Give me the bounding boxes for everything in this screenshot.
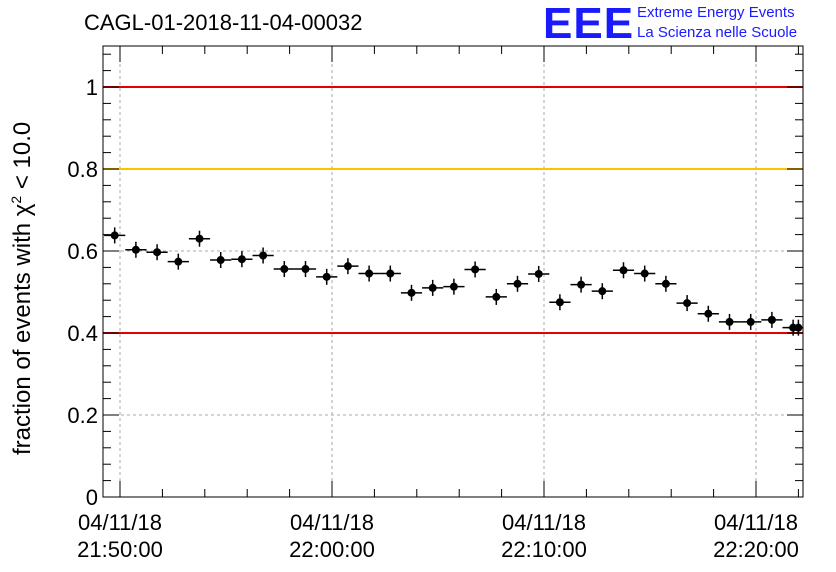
data-marker [577, 280, 586, 289]
data-point [358, 265, 380, 282]
data-point [167, 253, 189, 270]
data-point [422, 279, 444, 296]
data-point [549, 294, 571, 311]
data-marker [386, 269, 395, 278]
y-tick-label: 0 [86, 485, 98, 510]
data-marker [237, 255, 246, 264]
data-marker [661, 279, 670, 288]
data-marker [407, 288, 416, 297]
data-marker [492, 292, 501, 301]
data-marker [449, 282, 458, 291]
x-tick-time-label: 22:10:00 [501, 537, 587, 562]
data-marker [725, 317, 734, 326]
x-tick-time-label: 21:50:00 [77, 537, 163, 562]
x-tick-date-label: 04/11/18 [290, 510, 374, 535]
data-point [104, 227, 126, 244]
data-point [761, 311, 783, 328]
data-marker [280, 265, 289, 274]
data-marker [322, 272, 331, 281]
plot-frame [102, 45, 804, 498]
y-axis-label-prefix: fraction of events with [9, 216, 36, 455]
run-title: CAGL-01-2018-11-04-00032 [84, 10, 363, 35]
x-axis-ticks: 04/11/1821:50:0004/11/1822:00:0004/11/18… [77, 46, 799, 562]
data-marker [343, 262, 352, 271]
data-point [718, 313, 741, 330]
data-marker [555, 298, 564, 307]
data-marker [640, 269, 649, 278]
data-point [655, 275, 677, 292]
y-axis-label: fraction of events with χ2 < 10.0 [8, 122, 37, 455]
data-point [612, 262, 635, 279]
y-axis-label-symbol: χ [9, 203, 36, 217]
data-point [316, 268, 338, 285]
y-tick-label: 0.2 [67, 403, 98, 428]
y-tick-label: 0.8 [67, 157, 98, 182]
data-point [188, 230, 211, 247]
data-marker [471, 265, 480, 274]
data-point [210, 252, 232, 269]
x-tick-time-label: 22:00:00 [289, 537, 375, 562]
data-marker [598, 287, 607, 296]
data-point [337, 258, 359, 275]
data-marker [216, 256, 225, 265]
data-marker [683, 299, 692, 308]
data-point [787, 319, 803, 336]
data-point [294, 261, 317, 278]
y-axis-ticks: 0 0.2 0.4 0.6 0.8 1 [67, 53, 803, 510]
data-marker [767, 315, 776, 324]
data-point [146, 244, 168, 261]
data-marker [195, 234, 204, 243]
data-marker [794, 323, 803, 332]
data-points [104, 227, 803, 336]
data-point [443, 278, 465, 295]
data-point [252, 247, 274, 264]
data-marker [365, 269, 374, 278]
data-point [740, 313, 762, 330]
data-point [485, 288, 507, 305]
data-point [697, 305, 719, 322]
data-point [231, 251, 253, 268]
x-tick-time-label: 22:20:00 [713, 537, 799, 562]
data-point [125, 241, 147, 258]
data-point [676, 295, 698, 312]
eee-logo: EEE [543, 0, 635, 48]
data-point [464, 261, 486, 278]
data-marker [110, 231, 119, 240]
data-marker [131, 245, 140, 254]
reference-lines [103, 86, 803, 334]
y-axis-label-suffix: < 10.0 [9, 121, 36, 196]
grid-lines [103, 46, 803, 497]
data-marker [534, 269, 543, 278]
y-axis-label-sup: 2 [8, 195, 24, 204]
data-point [506, 275, 529, 292]
data-point [273, 261, 295, 278]
data-point [570, 276, 592, 293]
logo-line-1: Extreme Energy Events [637, 4, 795, 21]
data-marker [301, 265, 310, 274]
data-marker [174, 257, 183, 266]
y-tick-label: 0.6 [67, 239, 98, 264]
x-tick-date-label: 04/11/18 [502, 510, 586, 535]
data-point [379, 265, 401, 282]
data-marker [428, 283, 437, 292]
data-marker [704, 309, 713, 318]
data-point [591, 283, 613, 300]
y-tick-label: 0.4 [67, 321, 98, 346]
data-marker [513, 279, 522, 288]
logo-line-2: La Scienza nelle Scuole [637, 24, 798, 41]
x-tick-date-label: 04/11/18 [78, 510, 162, 535]
data-point [634, 265, 656, 282]
y-tick-label: 1 [86, 75, 98, 100]
data-marker [746, 317, 755, 326]
data-point [528, 265, 550, 282]
data-point [400, 284, 423, 301]
data-marker [619, 266, 628, 275]
data-marker [153, 248, 162, 257]
x-tick-date-label: 04/11/18 [714, 510, 798, 535]
data-marker [259, 251, 268, 260]
plot-border [102, 45, 804, 498]
